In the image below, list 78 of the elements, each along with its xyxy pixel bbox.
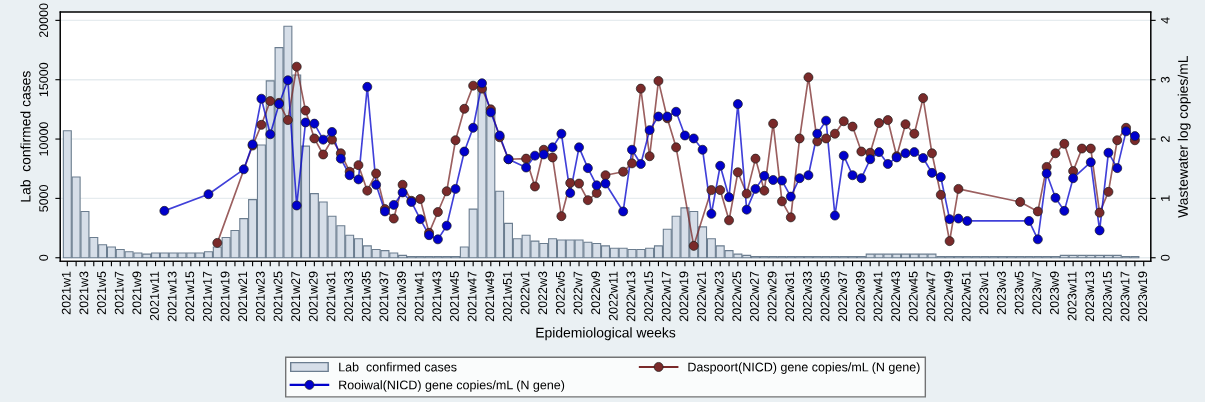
x-tick-label: 2022w51 — [961, 271, 971, 322]
x-tick-label: 2021w5 — [97, 271, 106, 315]
x-tick-label: 2022w21 — [697, 271, 706, 322]
x-tick-label: 2022w15 — [644, 271, 653, 322]
x-tick-label: 2023w5 — [1014, 271, 1024, 315]
x-tick-label: 2023w17 — [1120, 271, 1130, 322]
x-tick-label: 2022w25 — [732, 271, 742, 322]
x-tick-label: 2022w9 — [591, 271, 601, 315]
x-tick-label: 2023w7 — [1032, 271, 1042, 315]
x-tick-label: 2021w1 — [61, 271, 71, 315]
y2-tick-label: 1 — [1160, 195, 1170, 201]
x-tick-label: 2023w13 — [1085, 271, 1095, 322]
x-tick-label: 2022w47 — [926, 271, 936, 322]
x-tick-label: 2021w21 — [238, 271, 248, 322]
x-tick-label: 2022w27 — [750, 271, 759, 322]
x-tick-label: 2022w23 — [714, 271, 724, 322]
x-tick-label: 2021w29 — [308, 271, 318, 322]
x-tick-label: 2022w5 — [555, 271, 565, 315]
x-tick-label: 2021w45 — [450, 271, 459, 322]
x-tick-label: 2023w11 — [1067, 271, 1077, 321]
x-tick-label: 2022w19 — [679, 271, 689, 322]
x-tick-label: 2023w15 — [1102, 271, 1112, 322]
x-tick-label: 2021w17 — [202, 271, 212, 322]
x-tick-label: 2021w25 — [273, 271, 283, 322]
x-tick-label: 2022w7 — [573, 271, 583, 315]
x-tick-label: 2021w49 — [485, 271, 495, 322]
x-tick-label: 2022w39 — [855, 271, 865, 322]
x-tick-label: 2022w35 — [820, 271, 830, 322]
y2-tick-label: 2 — [1160, 136, 1170, 142]
x-tick-label: 2022w1 — [520, 271, 530, 315]
y-tick-label: 10000 — [39, 122, 49, 156]
x-tick-label: 2021w31 — [326, 271, 336, 322]
y-tick-label: 15000 — [39, 62, 49, 97]
x-tick-label: 2022w31 — [785, 271, 795, 322]
x-tick-label: 2023w1 — [979, 271, 989, 315]
x-tick-label: 2021w3 — [79, 271, 89, 315]
x-tick-label: 2021w9 — [132, 271, 142, 315]
x-tick-label: 2022w11 — [608, 271, 618, 321]
x-tick-label: 2022w17 — [661, 271, 671, 322]
x-tick-label: 2021w19 — [220, 271, 230, 322]
x-tick-label: 2021w7 — [114, 271, 124, 315]
x-tick-label: 2023w9 — [1049, 271, 1059, 315]
x-tick-label: 2021w15 — [185, 271, 195, 322]
x-tick-label: 2021w51 — [502, 271, 512, 322]
x-tick-label: 2022w37 — [838, 271, 848, 322]
legend-label: Daspoort(NICD) gene copies/mL (N gene) — [688, 362, 920, 374]
legend-label: Lab confirmed cases — [339, 362, 457, 372]
y-tick-label: 20000 — [39, 3, 49, 38]
x-tick-label: 2021w35 — [361, 271, 371, 322]
x-tick-label: 2023w19 — [1138, 271, 1148, 322]
x-tick-label: 2022w45 — [908, 271, 918, 322]
y2-axis-title: Wastewater log copies/mL — [1177, 55, 1191, 218]
x-tick-label: 2023w3 — [997, 271, 1006, 315]
y-tick-label: 0 — [39, 254, 49, 261]
y-axis-title: Lab confirmed cases — [20, 71, 31, 202]
x-tick-label: 2021w11 — [150, 271, 159, 321]
x-tick-label: 2021w39 — [397, 271, 406, 322]
x-tick-label: 2021w43 — [432, 271, 442, 322]
y2-tick-label: 3 — [1160, 76, 1170, 83]
x-tick-label: 2022w49 — [944, 271, 953, 322]
y-tick-label: 5000 — [39, 184, 49, 212]
x-tick-label: 2022w29 — [767, 271, 777, 322]
legend-label: Rooiwal(NICD) gene copies/mL (N gene) — [339, 380, 565, 392]
x-tick-label: 2021w13 — [167, 271, 177, 322]
x-tick-label: 2021w27 — [291, 271, 301, 322]
x-tick-label: 2021w37 — [379, 271, 389, 322]
x-axis-title: Epidemiological weeks — [536, 327, 676, 341]
x-tick-label: 2022w41 — [873, 271, 883, 322]
x-tick-label: 2022w33 — [802, 271, 812, 322]
x-tick-label: 2021w41 — [414, 271, 424, 322]
x-tick-label: 2022w3 — [538, 271, 548, 315]
y2-tick-label: 4 — [1160, 17, 1170, 24]
y2-tick-label: 0 — [1160, 254, 1170, 261]
x-tick-label: 2021w47 — [467, 271, 477, 322]
x-tick-label: 2022w43 — [891, 271, 901, 322]
x-tick-label: 2021w33 — [344, 271, 353, 322]
x-tick-label: 2022w13 — [626, 271, 636, 322]
x-tick-label: 2021w23 — [255, 271, 265, 322]
